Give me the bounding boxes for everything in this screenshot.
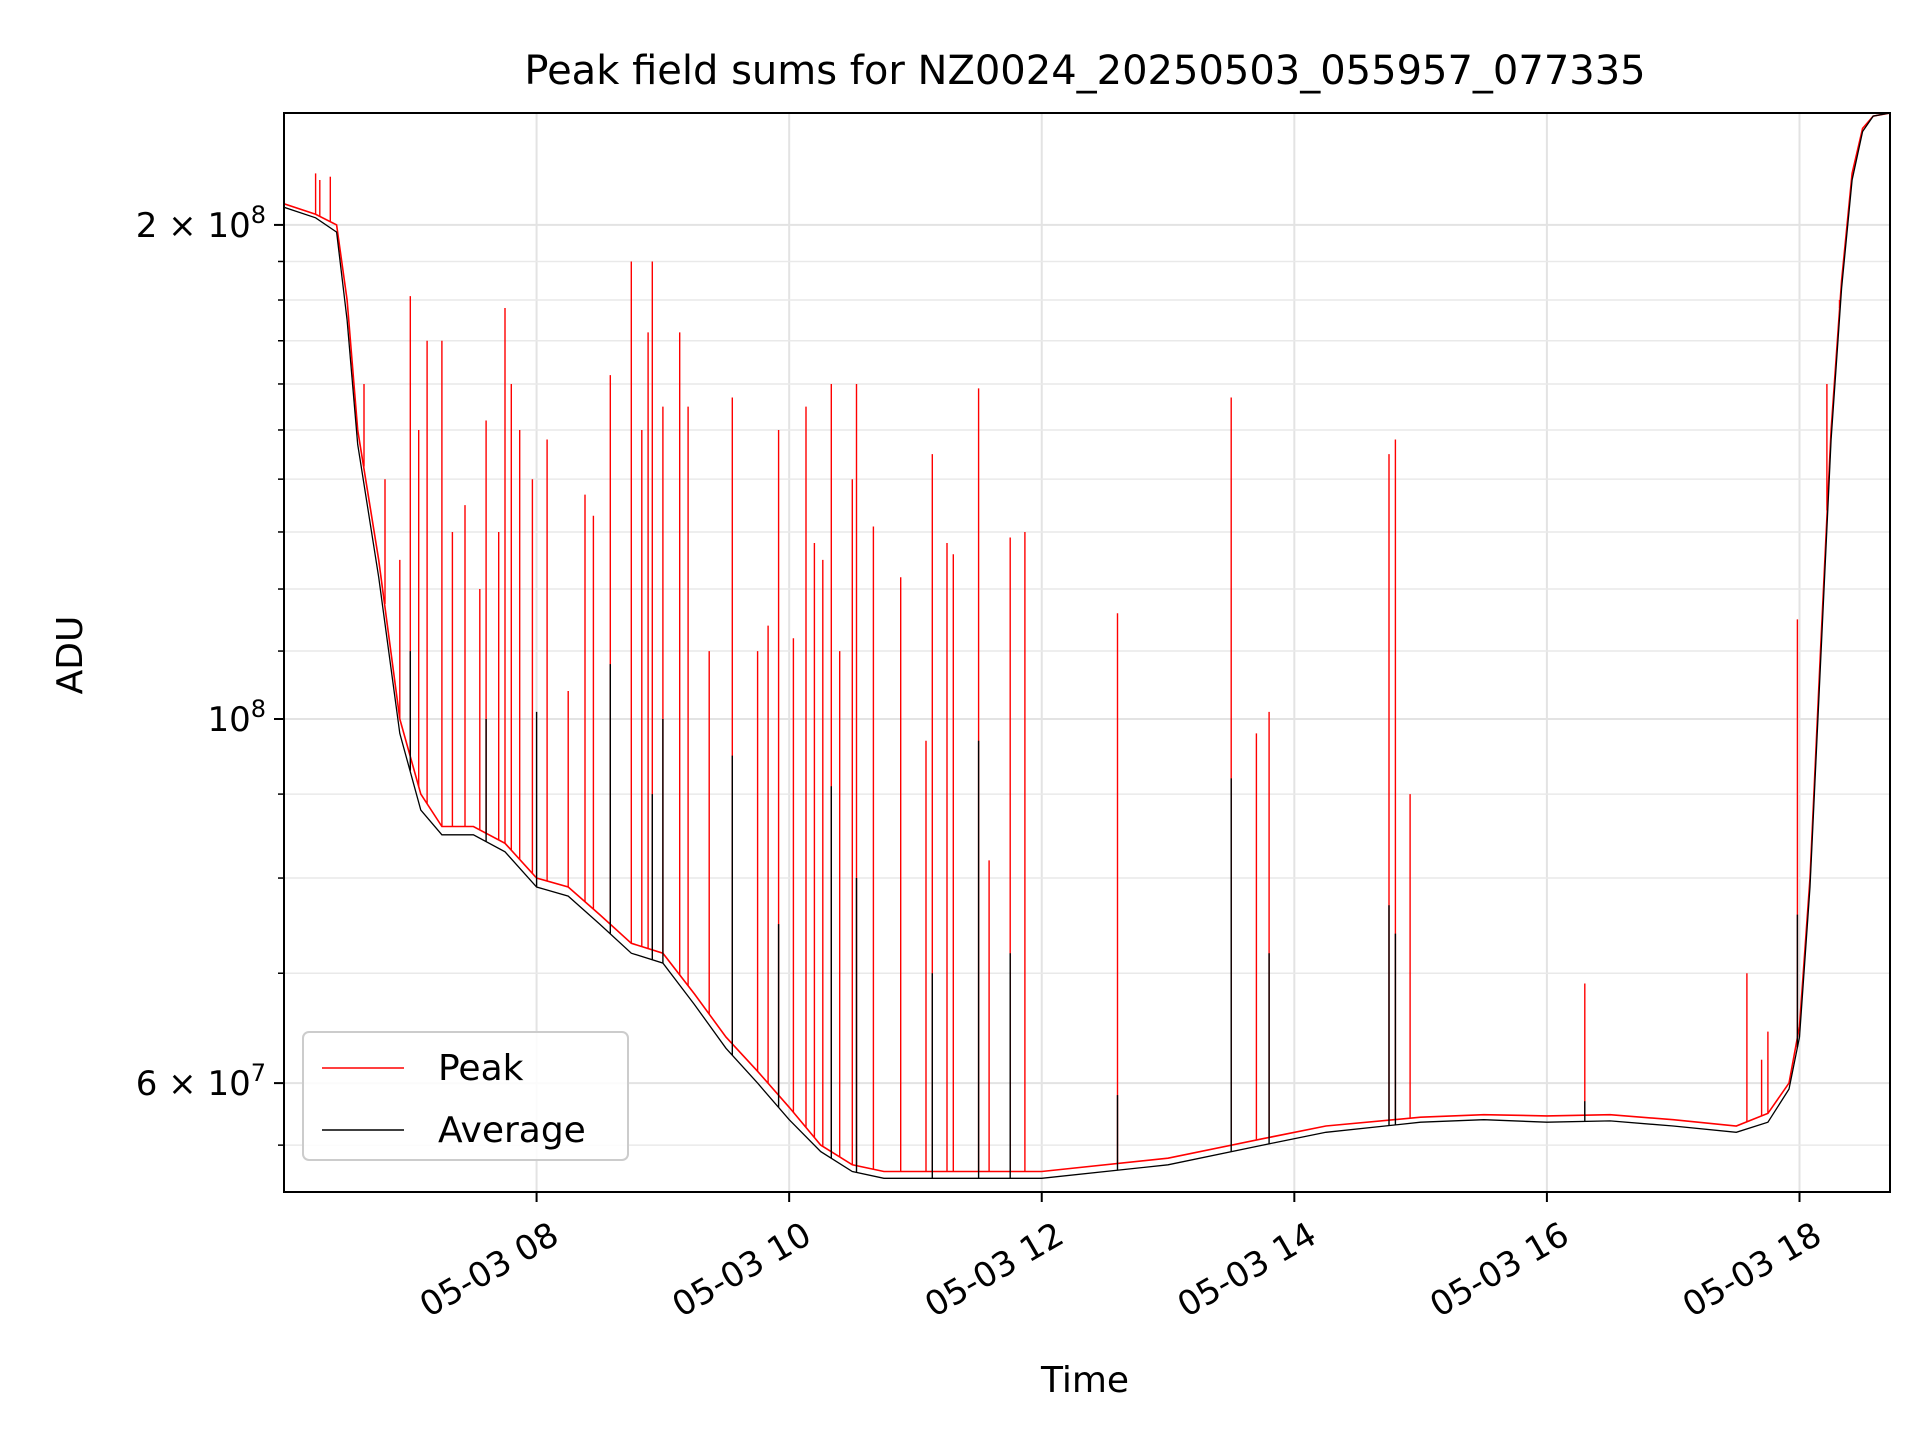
x-axis-label: Time	[1040, 1360, 1129, 1401]
chart-title: Peak field sums for NZ0024_20250503_0559…	[524, 48, 1645, 94]
legend-label-peak: Peak	[438, 1048, 524, 1089]
average-line	[284, 113, 1890, 1179]
y-axis-label: ADU	[50, 616, 91, 695]
grid	[284, 113, 1890, 1192]
series-average	[284, 113, 1890, 1179]
plot-area-frame	[283, 112, 1891, 1193]
series-layer	[284, 113, 1890, 1179]
legend: Peak Average	[302, 1031, 629, 1161]
legend-box	[302, 1031, 629, 1161]
y-tick-label: 2 × 108	[136, 201, 266, 246]
y-tick-label: 108	[207, 695, 266, 740]
y-axis: 2 × 108 108 6 × 107	[136, 201, 284, 1146]
peak-line	[284, 113, 1890, 1173]
y-tick-label: 6 × 107	[136, 1059, 266, 1104]
legend-label-average: Average	[438, 1110, 586, 1151]
